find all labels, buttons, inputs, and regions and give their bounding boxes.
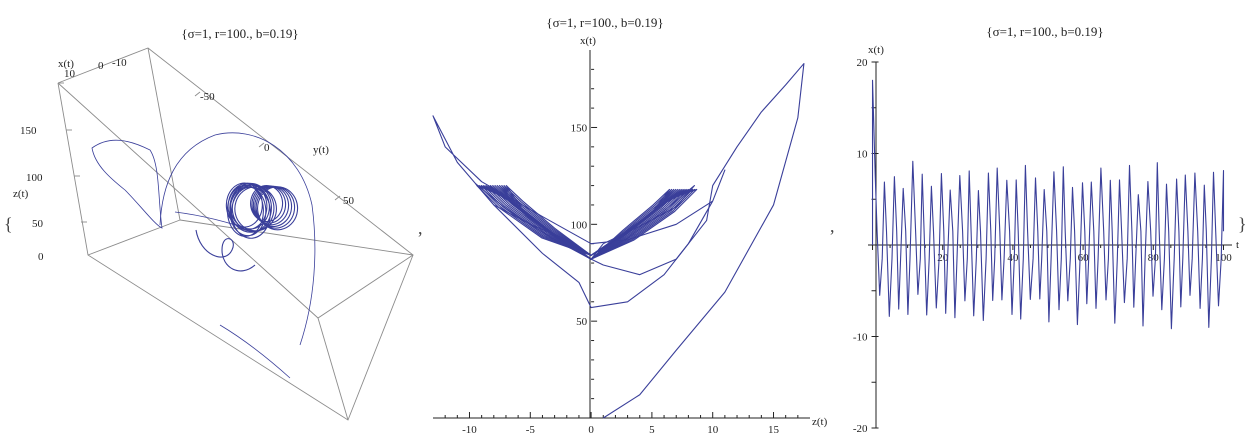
panel3-series-line [871, 79, 1225, 330]
3d-axis-label-y: y(t) [313, 144, 329, 156]
panel3-y-tick-label: -20 [853, 423, 868, 435]
panel3-y-tick-label: -10 [853, 332, 868, 344]
attractor-core [195, 182, 299, 272]
3d-z-tick: 100 [26, 172, 43, 184]
panel1-title: {σ=1, r=100., b=0.19} [181, 26, 298, 41]
panel2-y-tick-label: 150 [571, 122, 588, 134]
3d-z-tick: 0 [38, 251, 44, 263]
3d-tick-marks [58, 82, 341, 223]
3d-y-tick: 0 [264, 142, 270, 154]
panel3-x-tick-label: 100 [1215, 252, 1232, 264]
3d-y-tick: -50 [200, 91, 215, 103]
panel3-y-axis-label: x(t) [868, 44, 884, 56]
panel2-y-tick-label: 50 [576, 316, 588, 328]
panel2-x-tick-label: -5 [526, 424, 536, 436]
panel3-title: {σ=1, r=100., b=0.19} [986, 24, 1103, 39]
panel2-x-tick-label: 15 [768, 424, 780, 436]
3d-bounding-box [57, 47, 414, 421]
open-brace: { [4, 214, 13, 234]
3d-z-tick: 150 [20, 125, 37, 137]
panel2-x-ticks: -10 -5 0 5 10 15 [444, 412, 799, 436]
3d-axis-label-z: z(t) [13, 188, 29, 200]
attractor-loops [225, 182, 299, 239]
3d-trajectory [91, 132, 316, 379]
3d-x-tick: 10 [64, 68, 76, 80]
panel3-x-tick-label: 20 [937, 252, 949, 264]
panel2-x-tick-label: 10 [707, 424, 719, 436]
panel3-x-tick-label: 40 [1007, 252, 1019, 264]
3d-x-tick: 0 [98, 60, 104, 72]
panel2-y-axis-label: x(t) [580, 35, 596, 47]
panel2-series-line [432, 115, 726, 309]
separator-1: , [418, 218, 423, 238]
panel3-series [871, 79, 1225, 330]
panel3-y-tick-label: 20 [857, 57, 869, 69]
close-brace: } [1238, 214, 1247, 234]
panel2-x-axis-label: z(t) [812, 416, 828, 428]
panel2-wing-loop [590, 188, 698, 260]
3d-axis-label-x: x(t) [58, 58, 74, 70]
panel-time-series: {σ=1, r=100., b=0.19} 20 40 60 80 100 -20 -10… [853, 24, 1239, 435]
panel2-title: {σ=1, r=100., b=0.19} [546, 15, 663, 30]
3d-z-tick: 50 [32, 218, 44, 230]
3d-x-tick: -10 [112, 57, 127, 69]
panel2-series [432, 63, 805, 419]
3d-y-tick: 50 [343, 195, 355, 207]
panel2-x-tick-label: 0 [588, 424, 594, 436]
panel2-wing-loop [476, 185, 592, 260]
panel-projection: {σ=1, r=100., b=0.19} -10 -5 0 5 10 15 50 100 1… [432, 15, 828, 436]
separator-2: , [830, 216, 835, 236]
panel2-series-line [590, 63, 805, 419]
panel3-x-ticks: 20 40 60 80 100 [872, 245, 1232, 264]
panel2-y-tick-label: 100 [571, 219, 588, 231]
attractor-tail [195, 229, 256, 272]
panel3-x-tick-label: 60 [1078, 252, 1090, 264]
panel3-x-axis-label: t [1236, 239, 1239, 251]
panel3-x-tick-label: 80 [1148, 252, 1160, 264]
panel-3d-attractor: {σ=1, r=100., b=0.19} x(t) y(t) z(t) 10 … [13, 26, 414, 421]
panel3-y-ticks: -20 -10 10 20 [853, 57, 879, 435]
panel2-x-tick-label: -10 [462, 424, 477, 436]
panel3-y-tick-label: 10 [857, 149, 869, 161]
panel2-x-tick-label: 5 [649, 424, 655, 436]
